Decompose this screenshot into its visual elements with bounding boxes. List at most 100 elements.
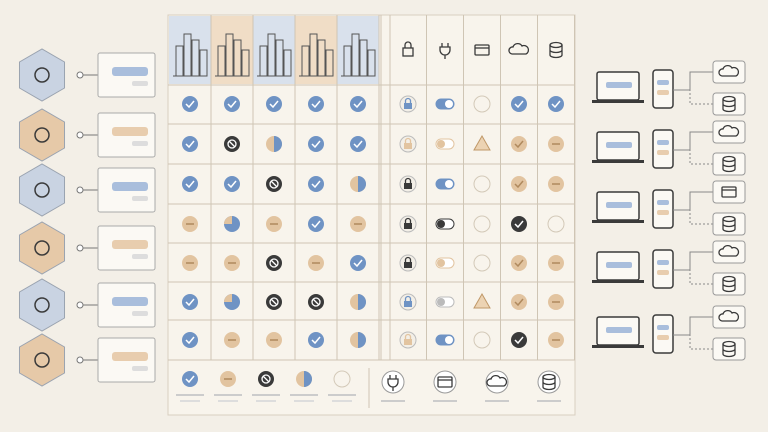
chat-bubble: [112, 240, 148, 249]
status: [473, 254, 491, 272]
service-box: [712, 92, 746, 116]
status: [182, 176, 198, 192]
msg: [657, 270, 669, 275]
tick: [514, 298, 524, 307]
service-box: [712, 120, 746, 144]
status: [511, 294, 527, 310]
lock-shackle: [404, 217, 412, 223]
db-body: [722, 279, 736, 293]
connector: [673, 269, 713, 285]
block-bar: [270, 298, 278, 306]
connector: [673, 89, 713, 105]
legend-icon-ring: [381, 370, 405, 394]
lock-shackle: [404, 41, 412, 48]
status: [511, 255, 527, 271]
legend-line: [328, 394, 356, 396]
hexagon: [18, 278, 66, 332]
chat-line: [132, 81, 148, 86]
pie-part: [358, 294, 366, 310]
cloud-icon: [508, 42, 530, 55]
hex-icon: [34, 352, 50, 368]
legend-line: [294, 400, 314, 402]
lock: [404, 223, 412, 229]
msg: [657, 210, 669, 215]
connector-dot: [76, 301, 84, 309]
pie-part: [274, 136, 282, 152]
service-box: [712, 180, 746, 204]
status: [473, 95, 491, 113]
status: [547, 215, 565, 233]
chat-line: [132, 196, 148, 201]
chat-line: [132, 141, 148, 146]
legend-line: [332, 400, 352, 402]
pie-part: [358, 332, 366, 348]
lock: [404, 339, 412, 345]
legend-line: [214, 394, 242, 396]
toggle-knob: [437, 140, 445, 148]
toggle-knob: [437, 259, 445, 267]
block: [269, 297, 279, 307]
hexagon: [18, 333, 66, 387]
cloud-icon: [718, 244, 740, 257]
status: [511, 216, 527, 232]
connector-dot: [76, 244, 84, 252]
status: [182, 136, 198, 152]
chat-bubble: [112, 297, 148, 306]
tick: [311, 336, 321, 345]
status: [182, 371, 198, 387]
toggle-knob: [445, 100, 453, 108]
chat-bubble: [112, 352, 148, 361]
tick: [353, 259, 363, 268]
tick: [514, 140, 524, 149]
chat-line: [132, 311, 148, 316]
phone: [652, 314, 674, 354]
warning: [473, 134, 491, 151]
laptop-base: [592, 280, 644, 283]
chat-bubble: [112, 127, 148, 136]
chat-bubble: [112, 182, 148, 191]
status: [511, 176, 527, 192]
status: [182, 332, 198, 348]
status: [266, 96, 282, 112]
db-body: [722, 99, 736, 113]
hex-icon: [34, 297, 50, 313]
tick: [551, 100, 561, 109]
lock-shackle: [404, 177, 412, 183]
status: [308, 96, 324, 112]
db-body: [722, 159, 736, 173]
db-body: [722, 219, 736, 233]
msg: [657, 335, 669, 340]
phone: [652, 69, 674, 109]
status: [473, 175, 491, 193]
pie-part: [224, 294, 232, 302]
laptop-base: [592, 220, 644, 223]
status: [350, 96, 366, 112]
tick: [185, 336, 195, 345]
lock: [404, 143, 412, 149]
tick: [514, 100, 524, 109]
status: [333, 370, 351, 388]
status: [350, 136, 366, 152]
tick: [185, 100, 195, 109]
msg: [606, 82, 632, 88]
block-bar: [228, 140, 236, 148]
phone: [652, 249, 674, 289]
lock-shackle: [404, 137, 412, 143]
cloud-icon: [486, 374, 508, 387]
legend-line: [537, 400, 561, 402]
status: [350, 255, 366, 271]
lock-shackle: [404, 97, 412, 103]
cloud-icon: [718, 64, 740, 77]
msg: [657, 200, 669, 205]
legend-line: [256, 400, 276, 402]
msg: [606, 262, 632, 268]
msg: [657, 90, 669, 95]
pie-part: [224, 216, 232, 224]
drawing: [18, 15, 746, 408]
msg: [657, 80, 669, 85]
connector: [673, 334, 713, 350]
legend-line: [218, 400, 238, 402]
block: [227, 139, 237, 149]
hex-icon: [34, 182, 50, 198]
